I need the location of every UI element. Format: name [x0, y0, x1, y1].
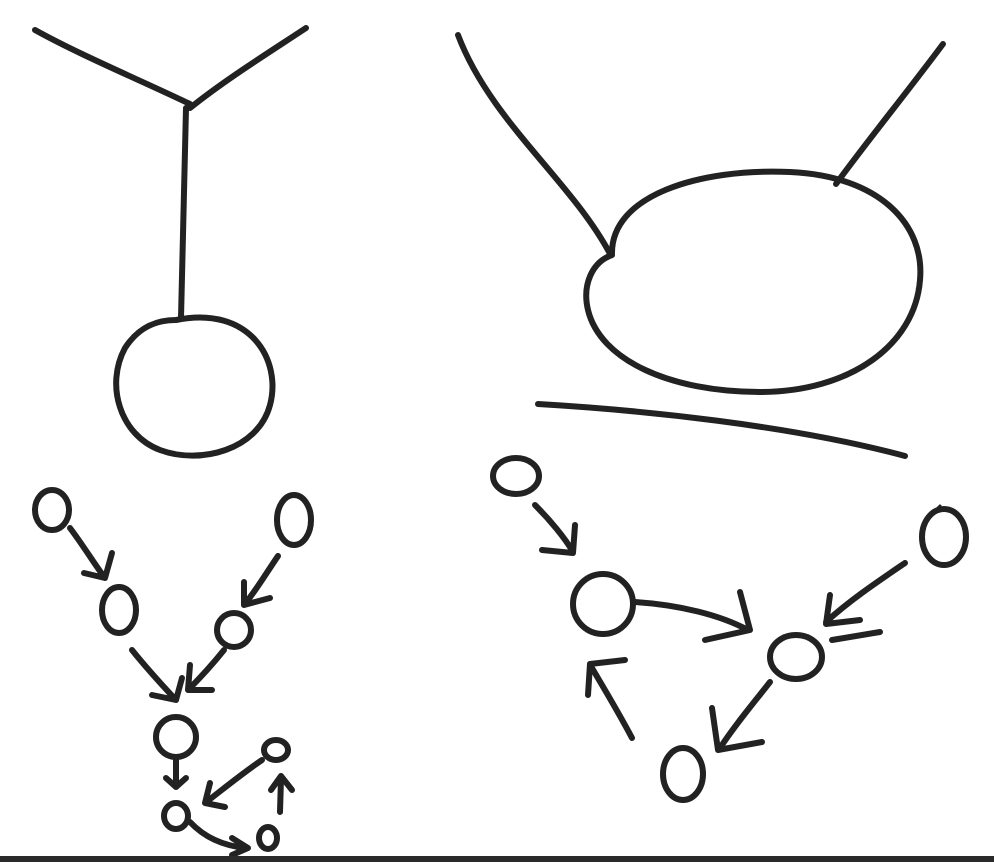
right-graph-edge-d-e [709, 679, 773, 753]
right-graph-node-c-mark [932, 504, 942, 514]
right-graph-node-d [767, 632, 825, 682]
left-graph-node-g [161, 800, 191, 832]
left-graph-edge-h-f [268, 773, 295, 815]
left-graph-node-b [274, 492, 314, 548]
left-graph-edge-a-c [67, 525, 115, 581]
right-graph-edge-a-b [532, 502, 578, 556]
left-graph-edge-g-h [187, 819, 251, 858]
left-graph-edge-f-g [202, 757, 265, 810]
right-graph-node-b [570, 571, 636, 637]
right-graph-edge-b-d [632, 589, 753, 643]
right-graph-node-c [919, 506, 969, 568]
right-graph-node-a [490, 455, 542, 497]
left-graph-node-c [99, 584, 139, 636]
left-graph-node-e [153, 714, 199, 760]
right-graph-edge-e-b [585, 657, 635, 741]
right-large-ellipse [583, 168, 924, 395]
left-graph-edge-d-e [185, 647, 227, 693]
left-graph-node-a [32, 487, 72, 533]
left-graph-group [32, 487, 314, 858]
right-ground-line [535, 401, 908, 459]
right-branch-arm-left [455, 32, 612, 255]
left-y-branch-group [32, 25, 309, 459]
left-graph-edge-c-e [129, 647, 185, 703]
left-graph-node-d [214, 610, 254, 650]
left-graph-node-h [256, 824, 280, 852]
left-graph-edge-e-g [163, 755, 189, 790]
right-branch-group [455, 32, 946, 459]
right-graph-group [490, 455, 969, 803]
bottom-frame-edge [0, 856, 994, 862]
left-branch-arm-right [187, 25, 309, 111]
left-hanging-circle [113, 314, 276, 459]
right-branch-arm-right [833, 41, 946, 187]
left-branch-arm-left [32, 27, 193, 107]
right-graph-node-e [660, 745, 706, 803]
left-branch-stem [178, 105, 189, 321]
right-graph-edge-c-d [823, 560, 908, 643]
left-graph-node-f [261, 737, 291, 763]
left-graph-edge-b-d [241, 553, 281, 608]
